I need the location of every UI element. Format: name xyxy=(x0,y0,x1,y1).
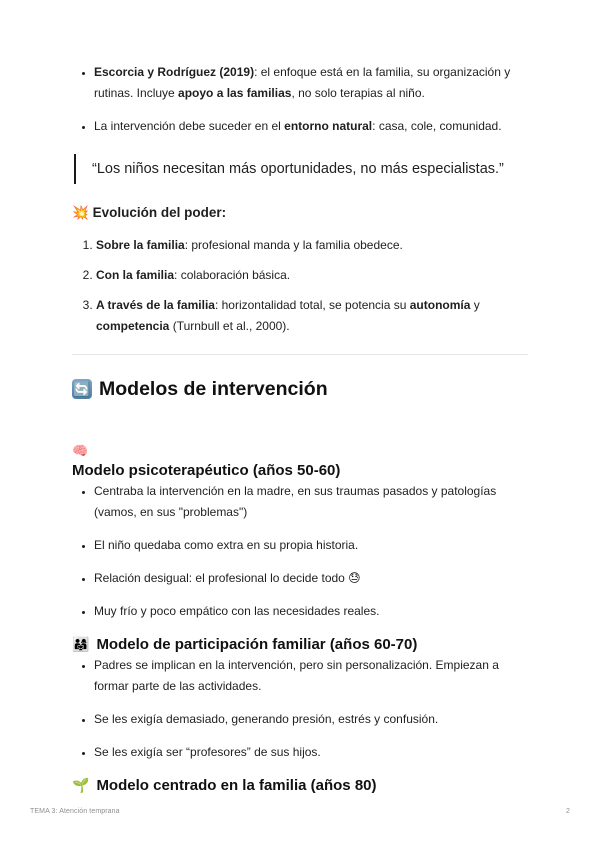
power-evolution-title: Evolución del poder: xyxy=(92,205,227,220)
list-item: Se les exigía ser “profesores” de sus hi… xyxy=(94,742,528,763)
power-evolution-heading: 💥 Evolución del poder: xyxy=(72,203,528,223)
model3-title: Modelo centrado en la familia (años 80) xyxy=(96,777,377,794)
list-item: Sobre la familia: profesional manda y la… xyxy=(96,235,528,256)
list-item: A través de la familia: horizontalidad t… xyxy=(96,295,528,337)
power-evolution-list: Sobre la familia: profesional manda y la… xyxy=(72,235,528,337)
list-item: Padres se implican en la intervención, p… xyxy=(94,655,528,697)
model1-title: Modelo psicoterapéutico (años 50-60) xyxy=(72,462,341,479)
list-item: La intervención debe suceder en el entor… xyxy=(94,116,528,137)
quote-text: “Los niños necesitan más oportunidades, … xyxy=(92,161,504,177)
section-divider xyxy=(72,354,528,355)
list-item: El niño quedaba como extra en su propia … xyxy=(94,535,528,556)
page-footer: TEMA 3: Atención temprana 2 xyxy=(30,808,570,815)
list-item: Escorcia y Rodríguez (2019): el enfoque … xyxy=(94,62,528,104)
model2-bullet-list: Padres se implican en la intervención, p… xyxy=(72,655,528,763)
model1-heading: Modelo psicoterapéutico (años 50-60) xyxy=(72,460,528,481)
footer-page-number: 2 xyxy=(566,808,570,815)
model2-title: Modelo de participación familiar (años 6… xyxy=(96,636,418,653)
seedling-icon: 🌱 xyxy=(72,777,90,793)
footer-document-title: TEMA 3: Atención temprana xyxy=(30,808,120,815)
refresh-icon: 🔄 xyxy=(72,379,92,399)
model2-heading: 👨‍👩‍👧 Modelo de participación familiar (… xyxy=(72,634,528,655)
list-item: Se les exigía demasiado, generando presi… xyxy=(94,709,528,730)
intro-bullet-list: Escorcia y Rodríguez (2019): el enfoque … xyxy=(72,62,528,137)
section-heading-text: Modelos de intervención xyxy=(99,378,328,400)
section-heading-modelos: 🔄 Modelos de intervención xyxy=(72,376,528,402)
collision-emoji-icon: 💥 xyxy=(72,205,89,220)
model1-bullet-list: Centraba la intervención en la madre, en… xyxy=(72,481,528,622)
family-icon: 👨‍👩‍👧 xyxy=(72,636,90,652)
brain-icon-line: 🧠 xyxy=(72,443,528,458)
blockquote: “Los niños necesitan más oportunidades, … xyxy=(74,154,528,184)
list-item: Centraba la intervención en la madre, en… xyxy=(94,481,528,523)
page-content: Escorcia y Rodríguez (2019): el enfoque … xyxy=(0,0,600,796)
model3-heading: 🌱 Modelo centrado en la familia (años 80… xyxy=(72,775,528,796)
list-item: Con la familia: colaboración básica. xyxy=(96,265,528,286)
list-item: Relación desigual: el profesional lo dec… xyxy=(94,568,528,589)
list-item: Muy frío y poco empático con las necesid… xyxy=(94,601,528,622)
brain-icon: 🧠 xyxy=(72,443,89,458)
